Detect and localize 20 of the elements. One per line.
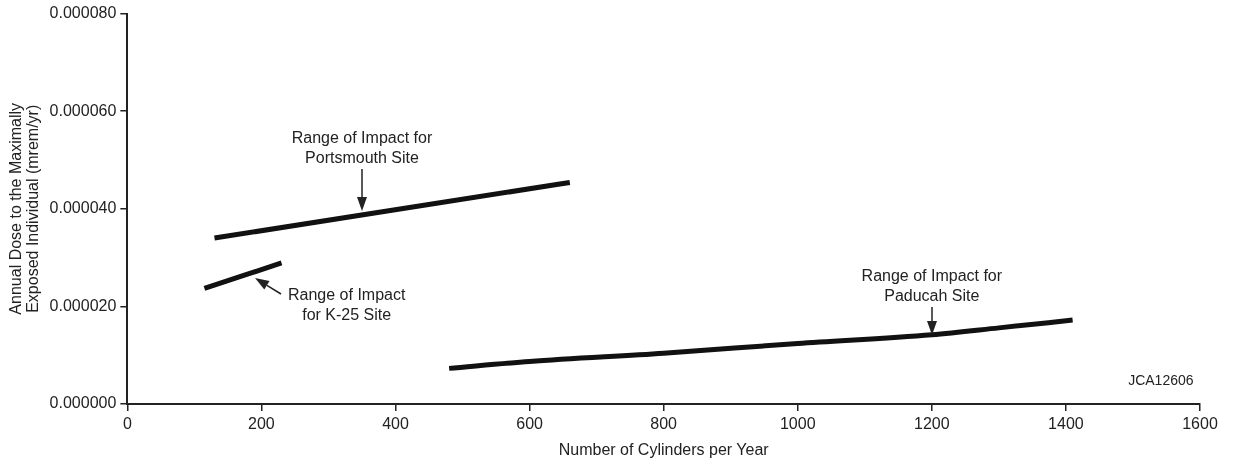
x-tick-label: 1000 — [779, 415, 816, 433]
y-tick-label: 0.000060 — [49, 101, 117, 119]
annotation: Range of Impact for Paducah Site — [861, 267, 1003, 305]
x-tick-label: 0 — [122, 415, 132, 433]
y-tick-label: 0.000020 — [49, 296, 117, 314]
x-tick-label: 1400 — [1048, 415, 1084, 433]
annotation: Range of Impact for Portsmouth Site — [291, 129, 433, 167]
annotation: Range of Impact for K-25 Site — [288, 286, 406, 324]
x-axis-title: Number of Cylinders per Year — [558, 441, 770, 459]
x-tick-label: 800 — [650, 415, 678, 433]
y-tick-label: 0.000040 — [49, 199, 117, 217]
annotation: JCA12606 — [1128, 372, 1194, 389]
x-tick-label: 1600 — [1182, 415, 1218, 433]
x-tick-label: 200 — [248, 415, 275, 433]
y-tick-label: 0.000000 — [49, 394, 117, 412]
y-tick-label: 0.000080 — [49, 4, 117, 22]
x-tick-label: 400 — [382, 415, 409, 433]
y-axis-title: Annual Dose to the Maximally Exposed Individual (mrem/yr) — [6, 102, 41, 315]
x-tick-label: 1200 — [914, 415, 950, 433]
x-tick-label: 600 — [516, 415, 544, 433]
